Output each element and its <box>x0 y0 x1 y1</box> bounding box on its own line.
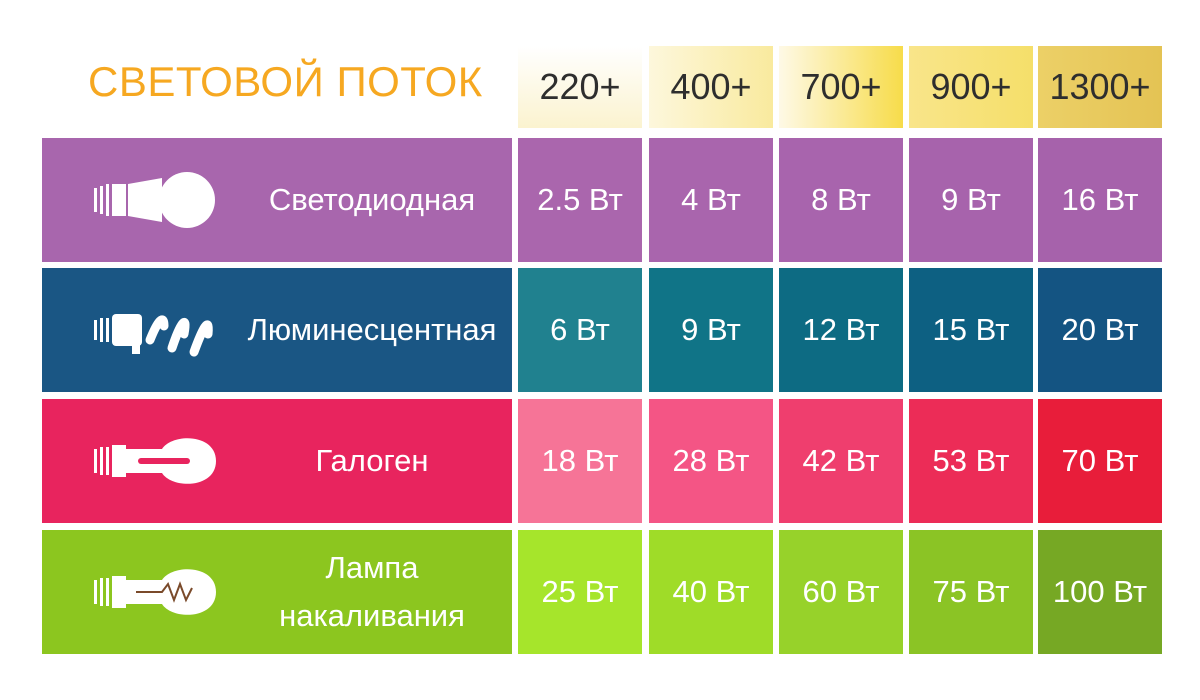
power-cell: 12 Вт <box>779 268 903 392</box>
power-cell: 42 Вт <box>779 399 903 523</box>
power-cell: 53 Вт <box>909 399 1033 523</box>
power-cell: 9 Вт <box>909 138 1033 262</box>
row-label: Светодиодная <box>42 138 512 262</box>
power-cell: 100 Вт <box>1038 530 1162 654</box>
lamp-icon <box>94 438 216 484</box>
power-cell: 20 Вт <box>1038 268 1162 392</box>
column-header: 900+ <box>909 46 1033 128</box>
lamp-type: Светодиодная <box>268 182 476 217</box>
power-cell: 25 Вт <box>518 530 642 654</box>
column-header: 400+ <box>649 46 773 128</box>
row-label: Люминесцентная <box>42 268 512 392</box>
power-cell: 4 Вт <box>649 138 773 262</box>
row-label: Лампа накаливания <box>42 530 512 654</box>
lamp-icon <box>94 314 213 357</box>
power-cell: 16 Вт <box>1038 138 1162 262</box>
row-label: Галоген <box>42 399 512 523</box>
column-header: 220+ <box>518 46 642 128</box>
power-cell: 70 Вт <box>1038 399 1162 523</box>
lamp-type: Люминесцентная <box>247 312 497 347</box>
power-cell: 18 Вт <box>518 399 642 523</box>
power-cell: 75 Вт <box>909 530 1033 654</box>
lamp-icon <box>94 172 215 228</box>
power-cell: 40 Вт <box>649 530 773 654</box>
column-header: 1300+ <box>1038 46 1162 128</box>
power-cell: 8 Вт <box>779 138 903 262</box>
power-cell: 28 Вт <box>649 399 773 523</box>
lamp-type: Лампа накаливания <box>279 550 465 633</box>
power-cell: 15 Вт <box>909 268 1033 392</box>
power-cell: 60 Вт <box>779 530 903 654</box>
power-cell: 2.5 Вт <box>518 138 642 262</box>
table-title: СВЕТОВОЙ ПОТОК <box>88 58 483 105</box>
lamp-icon <box>94 569 216 615</box>
column-header: 700+ <box>779 46 903 128</box>
power-cell: 9 Вт <box>649 268 773 392</box>
lamp-type: Галоген <box>315 443 429 478</box>
power-cell: 6 Вт <box>518 268 642 392</box>
